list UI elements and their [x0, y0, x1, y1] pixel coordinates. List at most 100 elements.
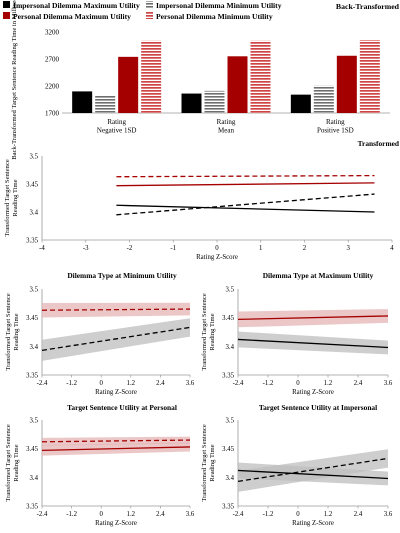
y-tick-label: 3.35	[26, 238, 38, 245]
y-tick-label: 2700	[45, 56, 60, 64]
y-axis-label: Reading Time	[209, 444, 216, 481]
y-tick-label: 3.45	[222, 446, 234, 453]
y-tick-label: 3.4	[226, 475, 235, 482]
x-axis-label: Rating Z-Score	[95, 520, 137, 527]
x-tick-label: -2.4	[233, 380, 244, 387]
y-axis-label: Transformed Target Sentence	[4, 159, 11, 236]
category-label: Positive 1SD	[317, 127, 354, 135]
legend-swatch	[146, 12, 153, 19]
legend-label: Personal Dilemma Maximum Utility	[13, 12, 131, 21]
y-tick-label: 3.5	[30, 287, 39, 294]
bar	[313, 85, 334, 113]
bar	[336, 55, 357, 113]
legend-swatch	[3, 1, 10, 8]
y-tick-label: 3.5	[30, 418, 39, 425]
legend-label: Impersonal Dilemma Minimum Utility	[156, 1, 282, 10]
x-tick-label: 1.2	[127, 380, 136, 387]
legend-label: Personal Dilemma Minimum Utility	[156, 12, 273, 21]
y-tick-label: 3.35	[26, 504, 38, 511]
y-tick-label: 3.35	[222, 373, 234, 380]
y-tick-label: 3.5	[226, 287, 235, 294]
x-tick-label: -2.4	[233, 511, 244, 518]
y-axis-label: Reading Time	[209, 313, 216, 350]
x-tick-label: 1.2	[324, 511, 333, 518]
x-tick-label: 3	[347, 245, 351, 252]
chart-title: Dilemma Type at Minimum Utility	[67, 271, 177, 280]
y-tick-label: 3.35	[222, 504, 234, 511]
confidence-band	[42, 318, 190, 361]
x-axis-label: Rating Z-Score	[196, 254, 238, 261]
category-label: Rating	[326, 118, 345, 126]
legend-label: Impersonal Dilemma Maximum Utility	[13, 1, 140, 10]
category-label: Mean	[218, 127, 234, 135]
x-tick-label: 2.4	[354, 380, 363, 387]
y-axis-label: Transformed Target Sentence	[201, 424, 208, 501]
bar	[141, 40, 162, 113]
x-tick-label: -1.2	[66, 511, 77, 518]
x-axis-label: Rating Z-Score	[95, 389, 137, 396]
bar	[181, 93, 202, 113]
y-axis-label: Reading Time	[13, 313, 20, 350]
y-tick-label: 3.5	[30, 154, 39, 161]
bar	[204, 90, 225, 113]
bar	[250, 40, 271, 113]
series-line	[116, 193, 375, 216]
y-tick-label: 3.4	[226, 344, 235, 351]
x-tick-label: 1.2	[127, 511, 136, 518]
x-tick-label: 3.6	[186, 511, 195, 518]
x-tick-label: -1.2	[263, 511, 274, 518]
y-tick-label: 3.4	[30, 344, 39, 351]
series-line	[237, 338, 389, 349]
legend-swatch	[146, 1, 153, 8]
x-tick-label: 4	[390, 245, 394, 252]
x-tick-label: -1	[170, 245, 176, 252]
y-axis-label: Reading Time	[13, 444, 20, 481]
y-axis-label: Back-Transformed Target Sentence Reading…	[11, 0, 18, 160]
x-tick-label: -3	[83, 245, 89, 252]
series-line	[41, 446, 191, 452]
series-line	[116, 174, 375, 178]
chart-title: Dilemma Type at Maximum Utility	[263, 271, 374, 280]
x-tick-label: 2	[303, 245, 307, 252]
category-label: Rating	[217, 118, 236, 126]
category-label: Negative 1SD	[97, 127, 136, 135]
y-tick-label: 2200	[45, 83, 60, 91]
bar	[72, 91, 93, 113]
series-line	[41, 439, 191, 443]
y-axis-label: Transformed Target Sentence	[5, 293, 12, 370]
x-tick-label: -1.2	[66, 380, 77, 387]
x-tick-label: -2.4	[37, 511, 48, 518]
x-axis-label: Rating Z-Score	[292, 520, 334, 527]
x-tick-label: 0	[296, 380, 300, 387]
legend-swatch	[3, 12, 10, 19]
x-tick-label: -4	[39, 245, 45, 252]
y-tick-label: 3.4	[30, 210, 39, 217]
x-tick-label: 0	[296, 511, 300, 518]
y-tick-label: 3.4	[30, 475, 39, 482]
chart-title: Target Sentence Utility at Impersonal	[259, 403, 377, 412]
series-line	[41, 308, 191, 311]
bar	[359, 40, 380, 113]
x-axis-label: Rating Z-Score	[292, 389, 334, 396]
x-tick-label: 2.4	[156, 511, 165, 518]
chart-title: Transformed	[358, 139, 400, 148]
x-tick-label: 0	[215, 245, 219, 252]
confidence-band	[238, 449, 388, 492]
y-tick-label: 3200	[45, 29, 60, 37]
x-tick-label: 3.6	[384, 380, 393, 387]
bar	[118, 56, 139, 113]
x-tick-label: 0	[99, 511, 103, 518]
x-tick-label: 3.6	[384, 511, 393, 518]
y-tick-label: 3.45	[222, 315, 234, 322]
series-line	[116, 182, 375, 187]
y-tick-label: 3.35	[26, 373, 38, 380]
category-label: Rating	[107, 118, 126, 126]
chart-title: Back-Transformed	[336, 2, 400, 11]
series-line	[237, 457, 389, 482]
bar	[95, 95, 116, 113]
y-tick-label: 3.5	[226, 418, 235, 425]
x-tick-label: 3.6	[186, 380, 195, 387]
series-line	[41, 326, 191, 351]
x-tick-label: 1.2	[324, 380, 333, 387]
y-tick-label: 1700	[45, 110, 60, 118]
